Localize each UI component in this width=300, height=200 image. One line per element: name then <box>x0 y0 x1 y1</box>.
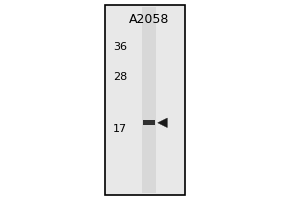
Bar <box>142 7 156 193</box>
Text: A2058: A2058 <box>129 13 169 26</box>
Polygon shape <box>158 118 167 128</box>
Text: 36: 36 <box>113 42 128 52</box>
Bar <box>105 5 185 195</box>
Bar <box>143 120 155 125</box>
Text: 28: 28 <box>113 72 127 82</box>
Text: 17: 17 <box>113 123 128 134</box>
